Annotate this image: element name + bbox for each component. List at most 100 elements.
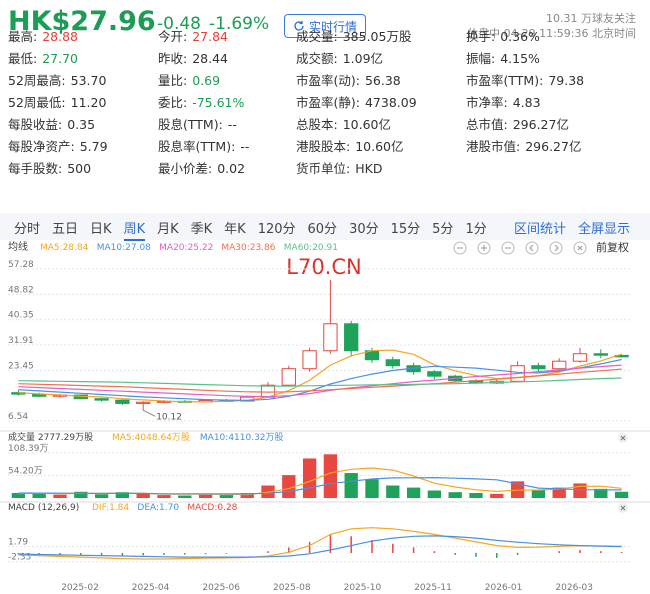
period-tab[interactable]: 120分 — [257, 222, 296, 237]
legend-entry: MA10:27.08 — [97, 243, 151, 253]
stat-label: 市盈率(动): — [296, 73, 360, 88]
period-tab[interactable]: 30分 — [349, 222, 379, 237]
stat: 最低: 27.70 — [8, 48, 78, 67]
legend-entry: MA5:28.84 — [40, 243, 89, 253]
tool-icon[interactable] — [525, 241, 539, 255]
stat-value: 4738.09 — [364, 95, 417, 110]
fullscreen[interactable]: 全屏显示 — [578, 222, 631, 237]
legend-entry: MA60:20.91 — [284, 243, 338, 253]
stat-label: 每股净资产: — [8, 139, 75, 154]
ma-line — [18, 377, 622, 387]
period-tab[interactable]: 日K — [90, 222, 112, 237]
period-tabs: 分时 五日 日K 周K 月K 季K 年K 120分 60分 30分 15分 5分 1分 区间统计 全屏显示 — [0, 213, 650, 241]
stat: 成交量: 385.05万股 — [296, 26, 411, 45]
candle-body — [94, 398, 109, 401]
volume-bar — [136, 493, 150, 498]
stat-value: 28.88 — [42, 29, 79, 44]
legend-entry: DIF:1.84 — [92, 503, 129, 513]
period-tab[interactable]: 月K — [157, 222, 179, 237]
stat-value: 296.27亿 — [525, 139, 582, 154]
y-tick-label: 40.35 — [8, 311, 34, 321]
volume-bar — [115, 492, 130, 498]
tool-icon[interactable] — [501, 241, 515, 255]
period-tab[interactable]: 年K — [224, 222, 246, 237]
candle-body — [385, 359, 400, 367]
x-tick-label: 2025-06 — [202, 583, 240, 593]
tool-glyph — [529, 244, 534, 252]
volume-bar — [386, 485, 400, 498]
stat-value: 0.36% — [500, 29, 540, 44]
stat-label: 总股本: — [296, 117, 338, 132]
macd-line — [18, 535, 622, 558]
volume-ma-line — [18, 467, 622, 496]
tool-glyph — [577, 245, 583, 251]
volume-bar — [178, 495, 192, 498]
stat-label: 今开: — [158, 29, 188, 44]
y-tick-label: 6.54 — [8, 412, 28, 422]
stat-value: -75.61% — [192, 95, 245, 110]
period-tab[interactable]: 季K — [190, 222, 213, 237]
stat-label: 52周最低: — [8, 95, 66, 110]
period-tab[interactable]: 60分 — [307, 222, 338, 237]
legend-entry: MA20:25.22 — [159, 243, 213, 253]
volume-bar — [198, 494, 213, 498]
candle-body — [572, 353, 588, 362]
realtime-button[interactable]: 实时行情 — [284, 14, 366, 38]
period-tab[interactable]: 周K — [123, 218, 146, 241]
volume-bar — [240, 493, 254, 498]
period-tab[interactable]: 15分 — [390, 222, 421, 237]
stat-label: 成交量: — [296, 29, 338, 44]
stat-label: 市盈率(TTM): — [466, 73, 544, 88]
x-tick-label: 2025-10 — [344, 583, 382, 593]
stat-value: 27.84 — [192, 29, 229, 44]
tool-icon[interactable] — [549, 241, 563, 255]
watermark: L70.CN — [286, 255, 361, 279]
stat-value: -- — [240, 139, 250, 154]
stat: 今开: 27.84 — [158, 26, 228, 45]
stat-label: 市净率: — [466, 95, 508, 110]
stat: 换手: 0.36% — [466, 26, 540, 45]
stat-value: 1.09亿 — [342, 51, 384, 66]
stat: 量比: 0.69 — [158, 70, 220, 89]
period-tab[interactable]: 1分 — [465, 222, 487, 237]
candle-body — [531, 365, 546, 370]
stat-value: HKD — [355, 161, 383, 176]
period-tab[interactable]: 五日 — [52, 222, 79, 237]
stat: 昨收: 28.44 — [158, 48, 228, 67]
stat: 振幅: 4.15% — [466, 48, 540, 67]
stat-value: 0.02 — [217, 161, 246, 176]
stat-label: 股息率(TTM): — [158, 139, 236, 154]
stat-value: -- — [227, 117, 237, 132]
candle-body — [344, 323, 359, 352]
tool-icon[interactable] — [453, 241, 467, 255]
y-tick-label: 48.82 — [8, 285, 34, 295]
stat-value: 10.60亿 — [355, 139, 404, 154]
volume-title: 成交量 2777.29万股 — [8, 431, 93, 443]
period-tab[interactable]: 分时 — [14, 222, 41, 237]
stat: 最小价差: 0.02 — [158, 158, 245, 177]
stat-label: 昨收: — [158, 51, 188, 66]
x-tick-label: 2025-08 — [273, 583, 311, 593]
stat-label: 换手: — [466, 29, 496, 44]
stat: 总市值: 296.27亿 — [466, 114, 569, 133]
x-tick-label: 2026-01 — [485, 583, 523, 593]
volume-bar — [573, 483, 587, 498]
y-tick-label: 31.91 — [8, 336, 34, 346]
volume-bar — [344, 473, 358, 498]
tool-icon[interactable] — [477, 241, 491, 255]
period-tab[interactable]: 5分 — [432, 222, 454, 237]
x-tick-label: 2025-02 — [61, 583, 99, 593]
stat: 总股本: 10.60亿 — [296, 114, 391, 133]
ma-line — [18, 358, 622, 402]
stat: 每手股数: 500 — [8, 158, 91, 177]
y-tick-label: 57.28 — [8, 260, 34, 270]
adjust[interactable]: 前复权 — [596, 240, 629, 254]
close-glyph — [620, 435, 626, 441]
volume-bar — [53, 494, 67, 498]
price: HK$27.96 — [8, 6, 156, 37]
volume-bar — [74, 491, 88, 498]
range-stats[interactable]: 区间统计 — [514, 222, 567, 237]
stat-label: 委比: — [158, 95, 188, 110]
change: -0.48 — [157, 14, 201, 34]
tool-icon[interactable] — [573, 241, 587, 255]
